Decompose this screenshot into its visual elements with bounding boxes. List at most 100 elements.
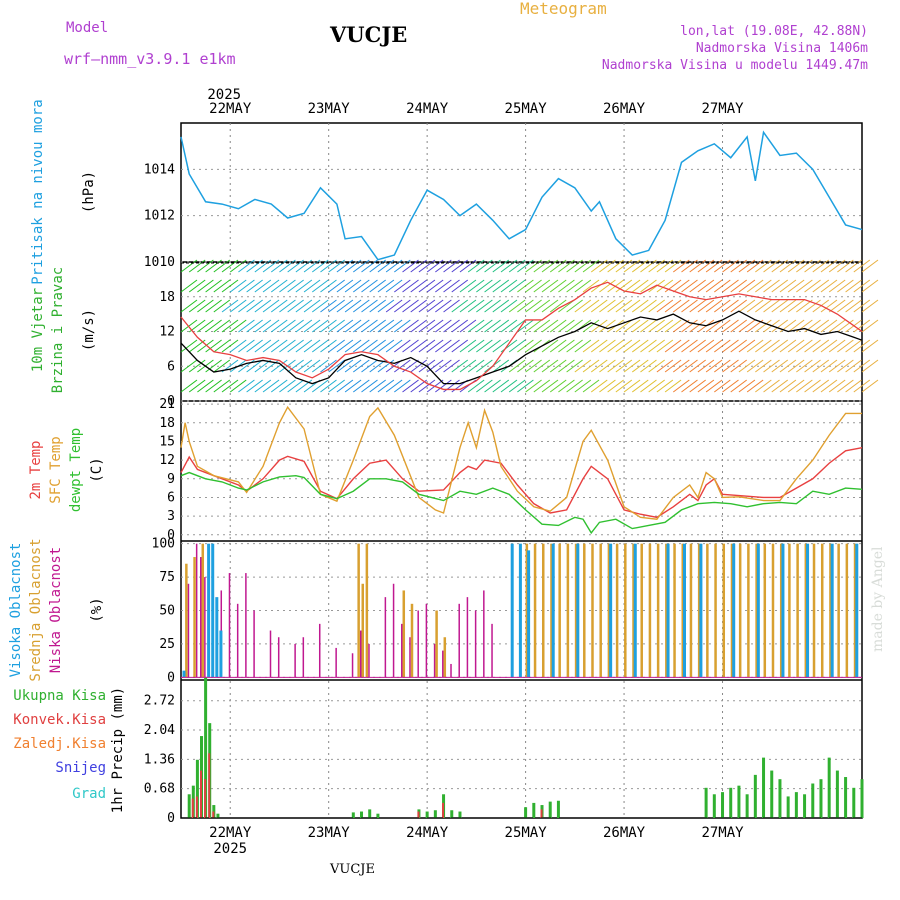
- wind-barb: [648, 319, 665, 333]
- wind-barb: [476, 279, 493, 293]
- wind-barb: [623, 319, 641, 333]
- wind-barb: [820, 379, 838, 393]
- wind-barb: [476, 339, 493, 353]
- wind-barb: [607, 339, 624, 353]
- wind-barb: [517, 339, 534, 353]
- wind-barb: [812, 379, 830, 393]
- temp-line-1: [180, 405, 862, 520]
- wind-barb: [541, 279, 559, 293]
- wind-barb: [435, 339, 452, 353]
- wind-barb: [738, 339, 756, 353]
- cloud-bar: [551, 543, 555, 678]
- wind-barb: [492, 359, 510, 373]
- wind-barb: [295, 259, 313, 273]
- wind-barb: [180, 299, 198, 313]
- wind-barb: [804, 359, 821, 373]
- wind-barb: [837, 379, 854, 393]
- precip-legend-4: Grad: [72, 786, 106, 802]
- cloud-bar: [245, 573, 247, 678]
- wind-barb: [787, 319, 805, 333]
- wind-barb: [435, 319, 452, 333]
- wind-barb: [197, 319, 214, 333]
- cloud-bar: [384, 597, 387, 678]
- wind-barb: [566, 319, 583, 333]
- temp-unit-label: (C): [89, 457, 105, 482]
- wind-barb: [549, 299, 567, 313]
- wind-barb: [344, 359, 362, 373]
- cloud-bar: [236, 603, 239, 678]
- wind-barb: [787, 279, 805, 293]
- precip-bar: [844, 777, 848, 818]
- wind-barb: [353, 379, 370, 393]
- precip-bar: [376, 813, 380, 818]
- precip-bar: [524, 807, 528, 818]
- cloud-ytick-label: 50: [159, 604, 175, 619]
- cloud-bar: [201, 543, 205, 678]
- wind-barb: [213, 339, 231, 353]
- cloud-bar: [781, 543, 785, 678]
- wind-barb: [500, 259, 518, 273]
- wind-barb: [492, 299, 510, 313]
- wind-barb: [476, 259, 493, 273]
- cloud-bar: [392, 583, 395, 678]
- wind-barb: [246, 299, 263, 313]
- wind-barb: [640, 379, 657, 393]
- wind-barb: [796, 259, 813, 273]
- wind-barb: [418, 339, 436, 353]
- wind-barb: [270, 299, 288, 313]
- wind-barb: [812, 279, 830, 293]
- cloud-bar: [550, 543, 553, 678]
- wind-barb: [295, 319, 313, 333]
- wind-barb: [558, 279, 575, 293]
- wind-barb: [353, 359, 370, 373]
- wind-barb: [508, 299, 526, 313]
- wind-barb: [828, 279, 846, 293]
- wind-barb: [672, 319, 690, 333]
- wind-barb: [197, 379, 214, 393]
- wind-barb: [533, 279, 551, 293]
- wind-barb: [377, 379, 395, 393]
- cloud-bar: [837, 543, 840, 678]
- cloud-bar: [450, 663, 452, 678]
- top-day-label: 25MAY: [505, 101, 548, 117]
- wind-barb: [410, 339, 428, 353]
- wind-barb: [549, 259, 567, 273]
- wind-barb: [681, 319, 698, 333]
- wind-barb: [328, 379, 345, 393]
- cloud-bar: [747, 543, 750, 678]
- wind-barb: [771, 299, 789, 313]
- cloud-high-label: Visoka Oblacnost: [8, 543, 24, 678]
- wind-barb: [254, 279, 272, 293]
- wind-barb: [697, 359, 715, 373]
- temperature-ytick-label: 18: [159, 416, 175, 431]
- wind-barb: [664, 319, 682, 333]
- wind-barb: [861, 279, 879, 293]
- precip-bar: [187, 794, 191, 818]
- wind-barb: [180, 339, 198, 353]
- wind-barb: [353, 299, 370, 313]
- cloud-bar: [689, 543, 693, 678]
- wind-barb: [804, 339, 821, 353]
- cloud-bar: [583, 543, 586, 678]
- wind-barb: [287, 379, 304, 393]
- wind-barb: [287, 279, 304, 293]
- footer-station: VUCJE: [330, 862, 375, 877]
- model-name: wrf—nmm_v3.9.1 e1km: [64, 50, 236, 68]
- wind-barb: [484, 379, 501, 393]
- wind-barb: [385, 279, 403, 293]
- cloud-bar: [417, 610, 419, 678]
- cloud-bar: [365, 543, 369, 678]
- wind-barb: [279, 259, 296, 273]
- wind-barb: [344, 339, 362, 353]
- precip-bar: [770, 770, 774, 818]
- wind-barb: [279, 279, 296, 293]
- cloud-bar: [771, 543, 775, 678]
- cloud-bar: [722, 543, 726, 678]
- wind-barb: [812, 319, 830, 333]
- wind-barb: [361, 359, 378, 373]
- wind-barb: [590, 299, 608, 313]
- wind-barb: [500, 379, 518, 393]
- wind-barb: [689, 299, 706, 313]
- wind-barb: [861, 299, 879, 313]
- wind-barb: [828, 379, 846, 393]
